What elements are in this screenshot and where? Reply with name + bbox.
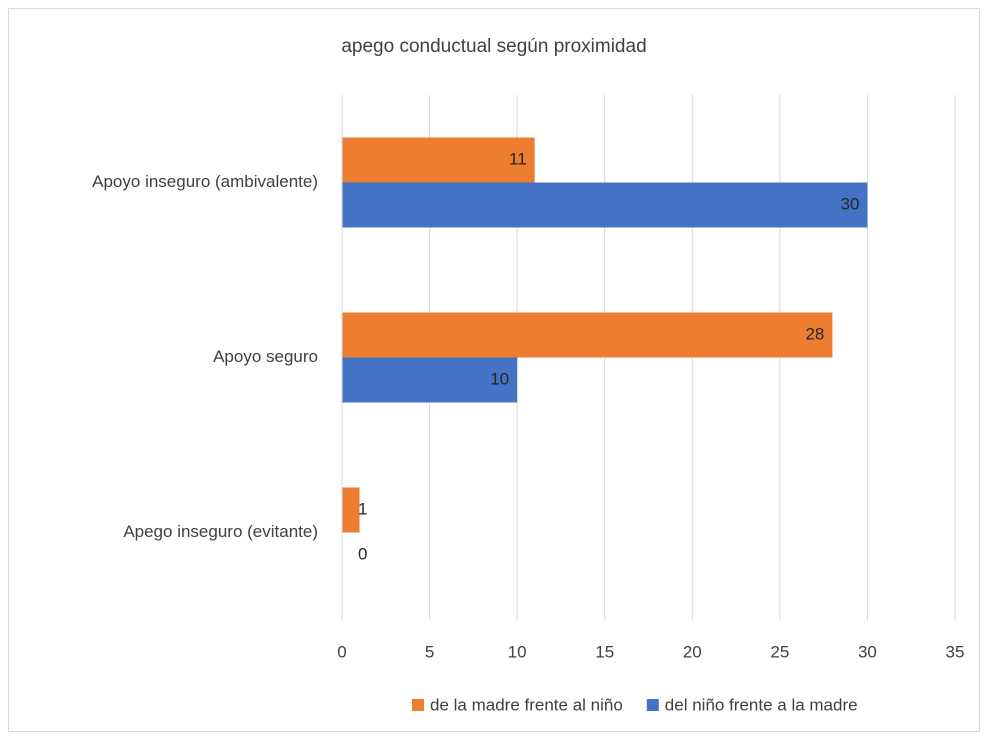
- bar: [342, 357, 518, 403]
- chart-title: apego conductual según proximidad: [341, 36, 646, 57]
- legend-label: del niño frente a la madre: [665, 695, 858, 714]
- x-tick-label: 20: [683, 642, 702, 661]
- legend-label: de la madre frente al niño: [430, 695, 623, 714]
- x-tick-label: 25: [770, 642, 789, 661]
- y-tick-label: Apego inseguro (evitante): [123, 522, 318, 541]
- bar: [342, 312, 833, 358]
- data-label: 1: [358, 499, 367, 518]
- data-label: 0: [358, 544, 367, 563]
- data-label: 11: [509, 149, 527, 168]
- legend-swatch: [412, 699, 424, 711]
- x-tick-label: 15: [595, 642, 614, 661]
- legend-swatch: [646, 699, 659, 711]
- bar: [342, 487, 360, 533]
- bar: [342, 137, 535, 183]
- x-tick-label: 0: [337, 642, 346, 661]
- x-tick-label: 30: [858, 642, 877, 661]
- x-tick-label: 35: [946, 642, 965, 661]
- data-label: 28: [805, 324, 824, 343]
- data-label: 10: [490, 369, 509, 388]
- x-tick-label: 5: [425, 642, 434, 661]
- bar: [342, 182, 868, 228]
- y-tick-label: Apoyo seguro: [213, 347, 318, 366]
- data-label: 30: [841, 194, 860, 213]
- x-tick-label: 10: [508, 642, 527, 661]
- y-tick-label: Apoyo inseguro (ambivalente): [92, 172, 318, 191]
